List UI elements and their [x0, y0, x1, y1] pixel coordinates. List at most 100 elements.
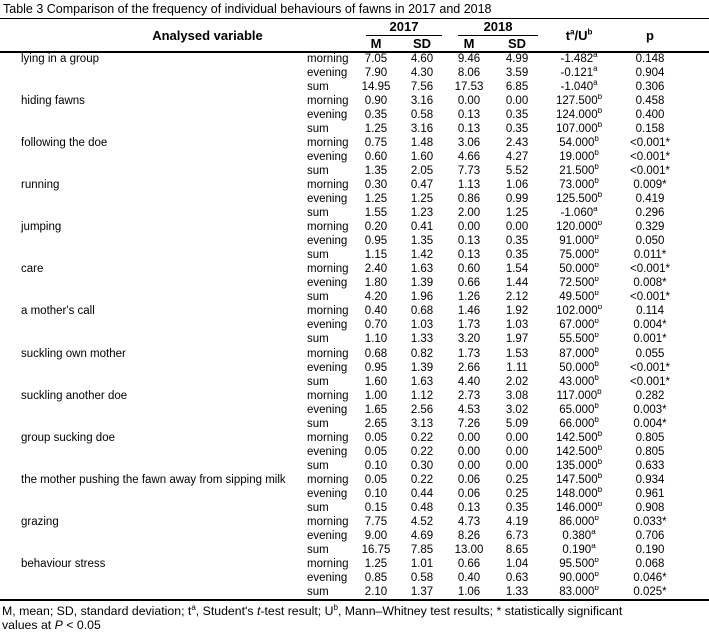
p-value-cell: <0.001*	[630, 263, 671, 276]
m-2018-cell: 1.26	[457, 291, 481, 304]
time-cell: morning	[307, 347, 349, 360]
p-value-cell: 0.458	[635, 94, 665, 107]
variable-cell	[0, 459, 307, 473]
statistic-superscript: b	[597, 431, 603, 438]
statistic-superscript: a	[591, 529, 596, 537]
statistic-superscript: b	[597, 445, 603, 452]
sd-2018-cell: 0.35	[505, 122, 529, 135]
statistic-superscript: b	[594, 150, 599, 158]
statistic-superscript: a	[593, 206, 598, 214]
variable-cell	[0, 375, 307, 389]
sd-2018-cell: 3.08	[505, 389, 529, 402]
time-cell: sum	[307, 249, 329, 262]
m-2017-cell: 1.65	[364, 403, 388, 416]
statistic-superscript: b	[597, 304, 603, 312]
m-2017-cell: 0.95	[364, 361, 388, 374]
footnote-text: t	[256, 603, 261, 618]
variable-cell: behaviour stress	[21, 558, 106, 571]
sd-2017-cell: 1.01	[410, 558, 434, 571]
column-header-t-u-statistic: ta/Ub	[541, 19, 617, 53]
m-2018-cell: 0.06	[457, 473, 481, 486]
sd-2017-cell: 7.56	[410, 80, 434, 93]
sd-2017-cell: 1.48	[410, 136, 434, 149]
statistic-superscript: a	[591, 543, 596, 551]
sd-2017-cell: 3.13	[410, 417, 434, 430]
statistic-cell: 90.000b	[541, 572, 617, 586]
table-row: running morning 0.30 0.47 1.13 1.06 73.000b 0.0…	[0, 178, 709, 192]
p-value-cell: 0.003*	[633, 403, 667, 416]
variable-cell: suckling another doe	[21, 389, 128, 402]
m-2017-cell: 0.05	[364, 473, 388, 486]
p-value-cell: 0.419	[635, 192, 665, 205]
time-cell: evening	[307, 361, 348, 374]
time-cell: morning	[307, 94, 349, 107]
m-2017-cell: 7.05	[364, 53, 388, 66]
statistic-cell: 86.000b	[541, 516, 617, 530]
statistic-cell: 117.000b	[541, 389, 617, 403]
variable-cell: running	[21, 178, 60, 191]
m-2018-cell: 0.13	[457, 108, 481, 121]
time-cell: evening	[307, 235, 348, 248]
sd-2017-cell: 0.30	[410, 459, 434, 472]
variable-cell: group sucking doe	[21, 431, 115, 444]
table-row: sum 1.10 1.33 3.20 1.97 55.500b 0.001*	[0, 333, 709, 347]
statistic-superscript: b	[594, 361, 599, 368]
statistic-cell: -0.121a	[541, 66, 617, 80]
table-row: sum 1.35 2.05 7.73 5.52 21.500b <0.001*	[0, 164, 709, 178]
sd-2017-cell: 1.03	[410, 319, 434, 332]
sd-2017-cell: 1.63	[410, 375, 434, 388]
p-value-cell: 0.306	[635, 80, 665, 93]
m-2017-cell: 7.90	[364, 66, 388, 79]
m-2018-cell: 9.46	[457, 53, 481, 66]
sd-2018-cell: 1.92	[505, 305, 529, 318]
column-header-sd-2017: SD	[412, 36, 432, 51]
m-2017-cell: 4.20	[364, 291, 388, 304]
m-2018-cell: 7.26	[457, 417, 481, 430]
time-cell: sum	[307, 375, 329, 388]
sd-2017-cell: 0.22	[410, 473, 434, 486]
p-value-cell: 0.050	[635, 235, 665, 248]
footnote-text: -test result; U	[260, 603, 334, 618]
table-row: sum 1.55 1.23 2.00 1.25 -1.060a 0.296	[0, 207, 709, 221]
sd-2018-cell: 5.52	[505, 164, 529, 177]
statistic-cell: 65.000b	[541, 403, 617, 417]
sd-2017-cell: 1.33	[410, 333, 434, 346]
time-cell: morning	[307, 178, 349, 191]
statistic-cell: 147.500b	[541, 473, 617, 487]
statistic-cell: 72.500b	[541, 277, 617, 291]
statistic-cell: 146.000b	[541, 502, 617, 516]
m-2017-cell: 0.70	[364, 319, 388, 332]
statistic-superscript: b	[594, 403, 599, 410]
m-2018-cell: 1.73	[457, 347, 481, 360]
statistic-superscript: b	[594, 375, 599, 382]
m-2017-cell: 7.75	[364, 516, 388, 529]
m-2018-cell: 0.66	[457, 558, 481, 571]
statistic-cell: 21.500b	[541, 164, 617, 178]
statistic-cell: 87.000b	[541, 347, 617, 361]
p-value-cell: 0.025*	[633, 585, 667, 598]
variable-cell	[0, 207, 307, 221]
sd-2018-cell: 1.97	[505, 333, 529, 346]
variable-cell	[0, 235, 307, 249]
p-value-cell: 0.282	[635, 389, 665, 402]
time-cell: morning	[307, 473, 349, 486]
variable-cell	[0, 530, 307, 544]
p-value-cell: 0.400	[635, 108, 665, 121]
m-2018-cell: 1.13	[457, 178, 481, 191]
time-cell: morning	[307, 136, 349, 149]
time-cell: evening	[307, 572, 348, 585]
time-cell: sum	[307, 333, 329, 346]
t-label: t	[565, 27, 571, 43]
sd-2017-cell: 4.30	[410, 66, 434, 79]
time-cell: morning	[307, 389, 349, 402]
table-row: lying in a group morning 7.05 4.60 9.46 4.99 -…	[0, 52, 709, 66]
statistic-superscript: b	[594, 248, 599, 256]
variable-cell	[0, 80, 307, 94]
variable-cell	[0, 108, 307, 122]
variable-cell: lying in a group	[21, 53, 99, 66]
time-cell: sum	[307, 544, 329, 557]
variable-cell	[0, 586, 307, 600]
m-2017-cell: 0.68	[364, 347, 388, 360]
statistic-superscript: b	[597, 108, 603, 115]
statistic-cell: 73.000b	[541, 178, 617, 192]
